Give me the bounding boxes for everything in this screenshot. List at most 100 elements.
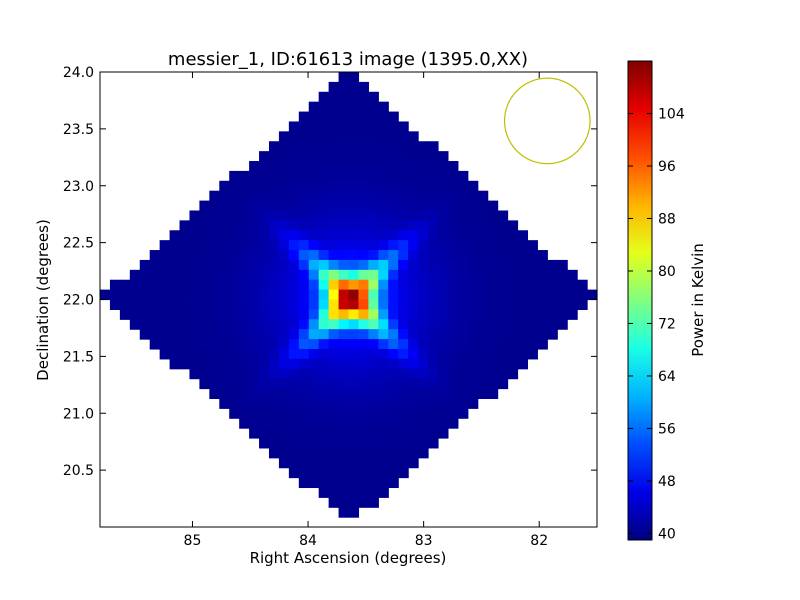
- heatmap-cell: [328, 339, 340, 350]
- heatmap-cell: [437, 428, 449, 439]
- heatmap-cell: [229, 220, 240, 231]
- heatmap-cell: [278, 398, 290, 409]
- colorbar-tick-label: 64: [658, 369, 676, 385]
- heatmap-cell: [239, 279, 250, 291]
- heatmap-cell: [278, 428, 290, 439]
- heatmap-cell: [348, 408, 360, 419]
- heatmap-cell: [358, 309, 369, 320]
- heatmap-cell: [467, 339, 479, 350]
- heatmap-cell: [467, 269, 479, 281]
- heatmap-cell: [348, 398, 360, 409]
- heatmap-cell: [358, 319, 369, 330]
- heatmap-cell: [497, 299, 509, 310]
- heatmap-cell: [507, 339, 519, 350]
- heatmap-cell: [338, 220, 350, 231]
- heatmap-cell: [517, 289, 529, 301]
- heatmap-cell: [179, 250, 191, 261]
- heatmap-cell: [288, 368, 300, 380]
- heatmap-cell: [398, 131, 409, 142]
- heatmap-cell: [517, 319, 529, 330]
- heatmap-cell: [239, 269, 250, 281]
- heatmap-cell: [428, 358, 439, 370]
- heatmap-cell: [328, 180, 340, 192]
- heatmap-cell: [288, 348, 300, 360]
- heatmap-cell: [139, 259, 151, 271]
- heatmap-cell: [229, 259, 240, 271]
- heatmap-cell: [437, 289, 449, 301]
- heatmap-cell: [358, 428, 369, 439]
- heatmap-cell: [507, 348, 519, 360]
- heatmap-cell: [348, 457, 360, 469]
- heatmap-cell: [259, 269, 270, 281]
- heatmap-cell: [259, 437, 270, 449]
- heatmap-cell: [318, 200, 330, 212]
- heatmap-cell: [358, 81, 369, 93]
- heatmap-cell: [249, 339, 260, 350]
- heatmap-cell: [348, 141, 360, 152]
- heatmap-cell: [209, 190, 220, 202]
- heatmap-cell: [487, 210, 499, 221]
- heatmap-cell: [328, 141, 340, 152]
- heatmap-cell: [368, 101, 379, 113]
- heatmap-cell: [328, 457, 340, 469]
- heatmap-cell: [527, 259, 538, 271]
- heatmap-cell: [358, 141, 369, 152]
- heatmap-cell: [398, 121, 409, 132]
- heatmap-cell: [457, 269, 469, 281]
- heatmap-cell: [338, 467, 350, 479]
- heatmap-cell: [477, 329, 489, 340]
- heatmap-cell: [239, 309, 250, 320]
- heatmap-cell: [298, 161, 310, 172]
- heatmap-cell: [408, 259, 419, 271]
- heatmap-cell: [308, 289, 320, 301]
- heatmap-cell: [219, 378, 230, 390]
- heatmap-cell: [368, 230, 379, 241]
- y-tick-label: 21.0: [63, 406, 94, 422]
- heatmap-cell: [328, 170, 340, 182]
- heatmap-cell: [467, 250, 479, 261]
- heatmap-cell: [268, 368, 280, 380]
- heatmap-cell: [318, 151, 330, 162]
- heatmap-cell: [368, 190, 379, 202]
- heatmap-cell: [328, 200, 340, 212]
- heatmap-cell: [328, 101, 340, 113]
- heatmap-cell: [428, 428, 439, 439]
- colorbar-tick-label: 48: [658, 474, 676, 490]
- heatmap-cell: [229, 348, 240, 360]
- heatmap-cell: [338, 200, 350, 212]
- heatmap-cell: [268, 388, 280, 400]
- heatmap-cell: [428, 388, 439, 400]
- heatmap-cell: [487, 259, 499, 271]
- heatmap-cell: [278, 437, 290, 449]
- heatmap-cell: [149, 279, 161, 291]
- heatmap-cell: [477, 210, 489, 221]
- heatmap-cell: [388, 141, 399, 152]
- heatmap-cell: [348, 131, 360, 142]
- heatmap-cell: [467, 388, 479, 400]
- heatmap-cell: [239, 250, 250, 261]
- heatmap-cell: [179, 220, 191, 231]
- heatmap-cell: [189, 348, 200, 360]
- heatmap-cell: [437, 220, 449, 231]
- heatmap-cell: [338, 457, 350, 469]
- heatmap-cell: [308, 161, 320, 172]
- heatmap-cell: [368, 358, 379, 370]
- heatmap-cell: [348, 72, 360, 83]
- heatmap-cell: [189, 358, 200, 370]
- heatmap-cell: [418, 250, 429, 261]
- heatmap-cell: [288, 398, 300, 409]
- heatmap-cell: [149, 339, 161, 350]
- heatmap-cell: [239, 180, 250, 192]
- heatmap-cell: [358, 339, 369, 350]
- heatmap-cell: [338, 250, 350, 261]
- heatmap-cell: [398, 299, 409, 310]
- heatmap-cell: [189, 279, 200, 291]
- heatmap-cell: [199, 220, 210, 231]
- heatmap-cell: [159, 348, 171, 360]
- heatmap-cell: [487, 329, 499, 340]
- heatmap-cell: [418, 200, 429, 212]
- heatmap-cell: [557, 289, 568, 301]
- heatmap-cell: [288, 279, 300, 291]
- heatmap-cell: [437, 240, 449, 251]
- heatmap-cell: [338, 72, 350, 83]
